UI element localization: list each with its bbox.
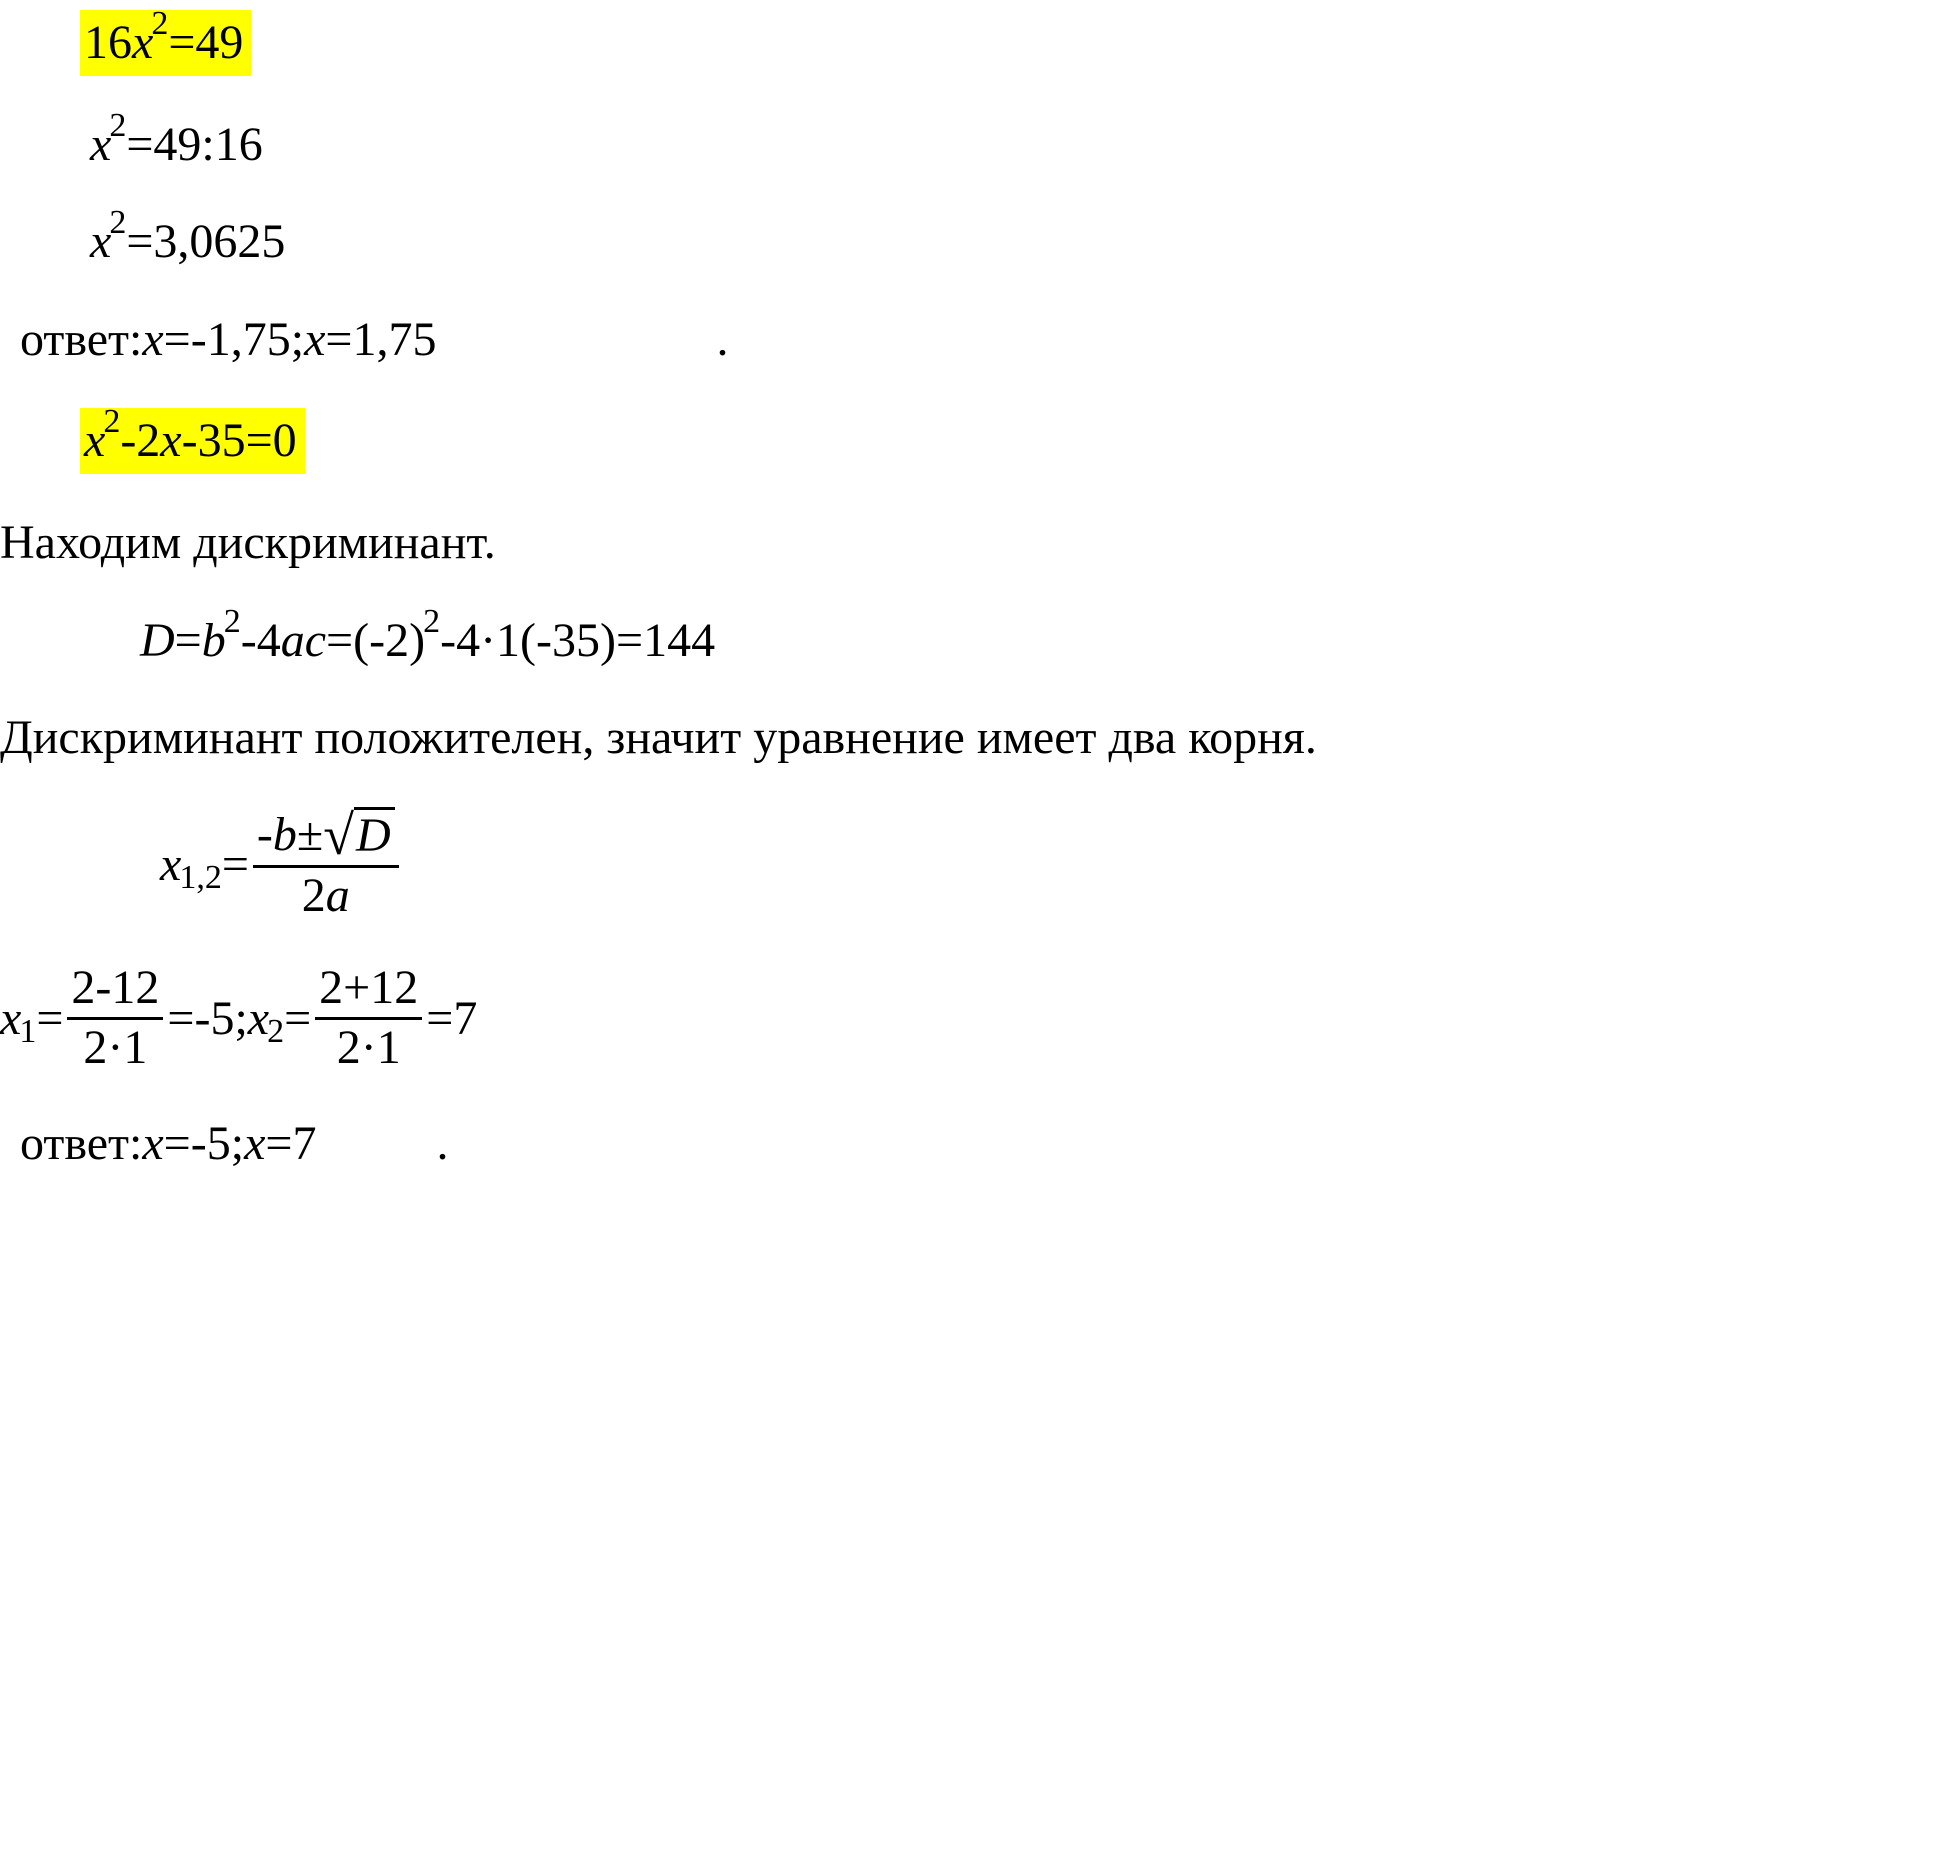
tail: -35=0	[182, 412, 297, 470]
coef: 16	[84, 14, 132, 72]
exponent: 2	[224, 602, 241, 643]
paren: (-2)	[353, 612, 425, 670]
equals: =	[168, 14, 195, 72]
fraction-bar	[67, 1017, 163, 1020]
rhs: 49	[195, 14, 243, 72]
discriminant-label: Находим дискриминант.	[0, 514, 1949, 572]
highlight-box-2: x 2 -2 x -35=0	[80, 408, 305, 474]
denominator: 2a	[298, 870, 354, 923]
var-x: x	[142, 1115, 163, 1173]
answer-label: ответ:	[20, 1115, 142, 1173]
radical-icon: √	[323, 811, 354, 867]
equals: =	[325, 311, 352, 369]
var-x: x	[0, 990, 21, 1048]
two: 2	[302, 869, 326, 922]
equals: =	[265, 1115, 292, 1173]
fraction-bar	[315, 1017, 422, 1020]
rhs: 49:16	[153, 116, 262, 174]
var-x: x	[84, 412, 105, 470]
minus4: -4	[241, 612, 281, 670]
subscript: 1	[19, 1012, 36, 1053]
value: -5	[194, 990, 234, 1048]
separator: ;	[231, 1115, 244, 1173]
numerator: -b±√D	[253, 807, 399, 863]
value: 7	[292, 1115, 316, 1173]
fraction-x1: 2-12 2·1	[67, 962, 163, 1075]
var-x: x	[248, 990, 269, 1048]
exponent: 2	[151, 4, 168, 45]
plusminus: ±	[297, 808, 323, 861]
denominator: 2·1	[79, 1022, 151, 1075]
var-x: x	[304, 311, 325, 369]
highlight-box-1: 16 x 2 = 49	[80, 10, 251, 76]
var-x: x	[244, 1115, 265, 1173]
discriminant-calc: D = b 2 -4 a c = (-2) 2 -4·1(-35)=144	[140, 612, 1949, 670]
equals: =	[164, 311, 191, 369]
period: .	[436, 1115, 448, 1173]
denominator: 2·1	[333, 1022, 405, 1075]
equals: =	[284, 990, 311, 1048]
exponent: 2	[109, 203, 126, 244]
var-b: b	[273, 808, 297, 861]
period: .	[716, 311, 728, 369]
var-b: b	[202, 612, 226, 670]
separator: ;	[234, 990, 247, 1048]
separator: ;	[291, 311, 304, 369]
value: -1,75	[191, 311, 291, 369]
text: Находим дискриминант.	[0, 514, 496, 572]
subscript: 2	[267, 1012, 284, 1053]
rhs: 3,0625	[153, 213, 285, 271]
equation-1-highlighted: 16 x 2 = 49	[80, 10, 1949, 76]
rest: -4·1(-35)=144	[440, 612, 715, 670]
equals: =	[36, 990, 63, 1048]
equation-1-step3: x 2 = 3,0625	[90, 213, 1949, 271]
var-c: c	[305, 612, 326, 670]
var-x: x	[90, 116, 111, 174]
radicand: D	[354, 807, 395, 863]
numerator: 2+12	[315, 962, 422, 1015]
equation-1-step2: x 2 = 49:16	[90, 116, 1949, 174]
fraction-x2: 2+12 2·1	[315, 962, 422, 1075]
equals: =	[126, 116, 153, 174]
value: -5	[191, 1115, 231, 1173]
equation-1-answer: ответ: x = -1,75 ; x = 1,75 .	[20, 311, 1949, 369]
equation-2-highlighted: x 2 -2 x -35=0	[80, 408, 1949, 474]
equals: =	[164, 1115, 191, 1173]
text: Дискриминант положителен, значит уравнен…	[0, 709, 1317, 767]
var-x: x	[132, 14, 153, 72]
minus: -	[257, 808, 273, 861]
fraction: -b±√D 2a	[253, 807, 399, 923]
value: 1,75	[352, 311, 436, 369]
numerator: 2-12	[67, 962, 163, 1015]
var-D: D	[356, 810, 391, 863]
equals: =	[326, 612, 353, 670]
subscript: 1,2	[179, 858, 222, 899]
equals: =	[426, 990, 453, 1048]
var-x: x	[90, 213, 111, 271]
equals: =	[222, 836, 249, 894]
quadratic-formula: x 1,2 = -b±√D 2a	[160, 807, 1949, 923]
exponent: 2	[103, 402, 120, 443]
var-a: a	[281, 612, 305, 670]
var-D: D	[140, 612, 175, 670]
sqrt: √D	[323, 807, 394, 863]
var-x: x	[142, 311, 163, 369]
var-x: x	[160, 836, 181, 894]
var-x: x	[160, 412, 181, 470]
exponent: 2	[423, 602, 440, 643]
exponent: 2	[109, 106, 126, 147]
discriminant-positive-label: Дискриминант положителен, значит уравнен…	[0, 709, 1949, 767]
roots-calc: x 1 = 2-12 2·1 = -5 ; x 2 = 2+12 2·1 = 7	[0, 962, 1949, 1075]
equation-2-answer: ответ: x = -5 ; x = 7 .	[20, 1115, 1949, 1173]
equals: =	[126, 213, 153, 271]
term: -2	[120, 412, 160, 470]
math-document: 16 x 2 = 49 x 2 = 49:16 x 2 = 3,0625 отв…	[0, 0, 1949, 1173]
var-a: a	[326, 869, 350, 922]
answer-label: ответ:	[20, 311, 142, 369]
equals: =	[167, 990, 194, 1048]
equals: =	[175, 612, 202, 670]
value: 7	[453, 990, 477, 1048]
